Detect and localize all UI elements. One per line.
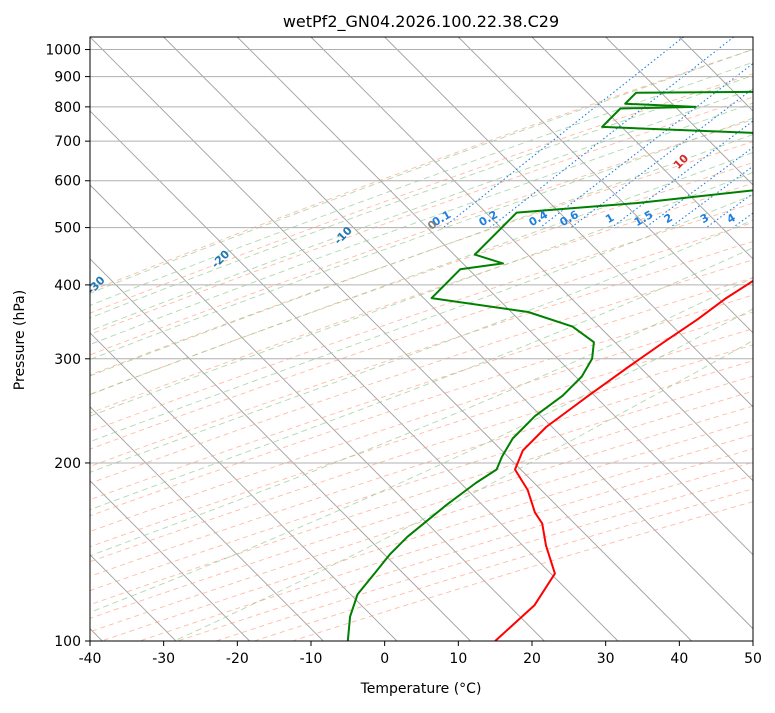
background-lines: [0, 37, 775, 641]
y-tick-label: 700: [54, 134, 81, 150]
y-tick-label: 200: [54, 456, 81, 472]
dry-adiabat-line: [0, 37, 775, 641]
mixing-ratio-label: 4: [725, 211, 738, 226]
y-tick-label: 800: [54, 100, 81, 116]
y-tick-label: 900: [54, 70, 81, 86]
moist-adiabat-line: [0, 37, 775, 641]
dry-adiabat-line: [0, 37, 775, 641]
moist-adiabat-line: [0, 37, 775, 641]
isotherm-line: [753, 37, 775, 641]
dewpoint-profile-line: [348, 37, 775, 641]
dry-adiabat-line: [0, 37, 775, 641]
dry-adiabat-line: [140, 37, 775, 641]
y-tick-label: 400: [54, 278, 81, 294]
dry-adiabat-line: [216, 37, 775, 641]
moist-adiabat-line: [0, 37, 775, 641]
dry-adiabat-line: [0, 37, 775, 641]
moist-adiabat-line: [0, 37, 775, 641]
x-tick-label: 20: [523, 651, 541, 667]
y-axis: 1000 900 800 700 600 500 400 300 200 100: [45, 43, 90, 650]
mixing-ratio-label: 1: [603, 211, 616, 226]
x-axis-label: Temperature (°C): [360, 681, 482, 697]
y-axis-label: Pressure (hPa): [12, 290, 28, 390]
x-tick-label: -20: [226, 651, 249, 667]
y-tick-label: 500: [54, 221, 81, 237]
x-tick-label: -10: [300, 651, 323, 667]
y-tick-label: 1000: [45, 43, 81, 59]
moist-adiabat-line: [0, 37, 775, 641]
y-tick-label: 300: [54, 352, 81, 368]
isotherm-line: [164, 37, 766, 641]
moist-adiabat-line: [0, 37, 775, 641]
moist-adiabat-line: [0, 37, 775, 641]
moist-adiabat-line: [0, 37, 775, 641]
mixing-ratio-label: 0.2: [477, 208, 500, 229]
x-tick-label: 40: [670, 651, 688, 667]
x-tick-label: -30: [152, 651, 175, 667]
isotherm-line: [532, 37, 775, 641]
x-tick-label: 10: [449, 651, 467, 667]
moist-adiabat-line: [0, 37, 775, 641]
moist-adiabat-line: [0, 37, 775, 641]
adiabat-label: 10: [671, 151, 691, 171]
dry-adiabat-line: [0, 37, 775, 641]
mixing-ratio-label: 3: [698, 211, 711, 226]
data-series: [348, 37, 775, 641]
dry-adiabat-line: [0, 37, 775, 641]
dry-adiabat-line: [0, 37, 775, 641]
isotherm-line: [0, 37, 397, 641]
isotherm-line: [0, 37, 323, 641]
isotherm-line: [0, 37, 544, 641]
moist-adiabat-line: [0, 37, 775, 641]
pressure-gridlines: [90, 50, 753, 641]
isotherm-line: [385, 37, 775, 641]
x-tick-label: -40: [79, 651, 102, 667]
dry-adiabat-line: [0, 37, 775, 641]
dry-adiabat-line: [0, 37, 775, 641]
y-tick-label: 600: [54, 174, 81, 190]
dry-adiabat-line: [102, 37, 775, 641]
moist-adiabat-line: [0, 37, 775, 641]
dry-adiabat-line: [0, 37, 775, 641]
isotherm-line: [16, 37, 618, 641]
plot-frame: [90, 37, 753, 641]
dry-adiabat-line: [0, 37, 775, 641]
x-axis: -40 -30 -20 -10 0 10 20 30 40 50: [79, 641, 762, 667]
chart-title: wetPf2_GN04.2026.100.22.38.C29: [283, 12, 559, 32]
x-tick-label: 30: [597, 651, 615, 667]
isotherm-line: [0, 37, 250, 641]
dry-adiabat-line: [0, 37, 775, 641]
dry-adiabat-line: [0, 37, 775, 641]
isotherm-line: [0, 37, 471, 641]
dry-adiabat-line: [0, 37, 775, 641]
isotherm-line: [679, 37, 775, 641]
moist-adiabat-line: [0, 37, 775, 641]
mixing-ratio-line: [490, 37, 733, 228]
mixing-ratio-label: 1.5: [632, 208, 655, 229]
dry-adiabat-line: [0, 37, 775, 641]
dry-adiabat-line: [0, 37, 775, 641]
dry-adiabat-line: [0, 37, 775, 641]
dry-adiabat-line: [0, 37, 775, 641]
isotherm-line: [90, 37, 692, 641]
x-tick-label: 50: [744, 651, 762, 667]
y-tick-label: 100: [54, 634, 81, 650]
x-tick-label: 0: [380, 651, 389, 667]
dry-adiabat-line: [25, 37, 775, 641]
dry-adiabat-line: [0, 37, 775, 641]
mixing-ratio-line: [645, 37, 775, 228]
mixing-ratio-label: 2: [662, 211, 675, 226]
